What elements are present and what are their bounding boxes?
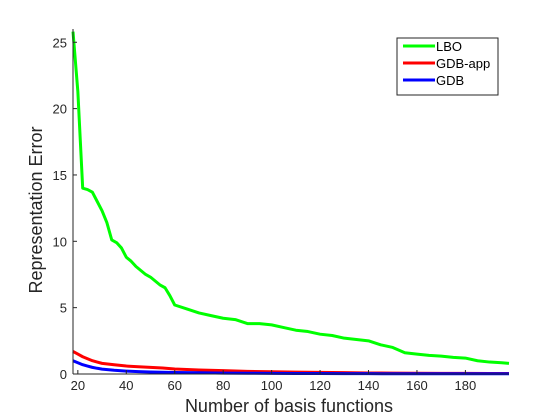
legend-label-lbo: LBO [436, 39, 462, 54]
x-tick-label: 120 [309, 378, 331, 393]
y-tick-label: 10 [53, 234, 67, 249]
y-tick-label: 25 [53, 35, 67, 50]
x-tick-label: 160 [406, 378, 428, 393]
y-tick-label: 20 [53, 102, 67, 117]
x-tick-label: 80 [216, 378, 230, 393]
x-tick-label: 40 [119, 378, 133, 393]
x-tick-label: 20 [71, 378, 85, 393]
legend-label-gdb-app: GDB-app [436, 56, 490, 71]
legend-label-gdb: GDB [436, 73, 464, 88]
x-tick-label: 180 [455, 378, 477, 393]
y-axis-label: Representation Error [26, 126, 46, 293]
x-tick-label: 140 [358, 378, 380, 393]
y-tick-label: 15 [53, 168, 67, 183]
legend: LBO GDB-app GDB [396, 37, 499, 96]
series-line-lbo [71, 31, 510, 365]
x-tick-label: 100 [261, 378, 283, 393]
x-axis-label: Number of basis functions [185, 396, 393, 416]
axes-layer [72, 29, 509, 375]
x-tick-label: 60 [167, 378, 181, 393]
ticks-layer: 20 40 60 80 100 120 140 160 180 0 5 10 15 20 25 [53, 35, 477, 393]
y-tick-label: 0 [60, 367, 67, 382]
y-tick-label: 5 [60, 301, 67, 316]
